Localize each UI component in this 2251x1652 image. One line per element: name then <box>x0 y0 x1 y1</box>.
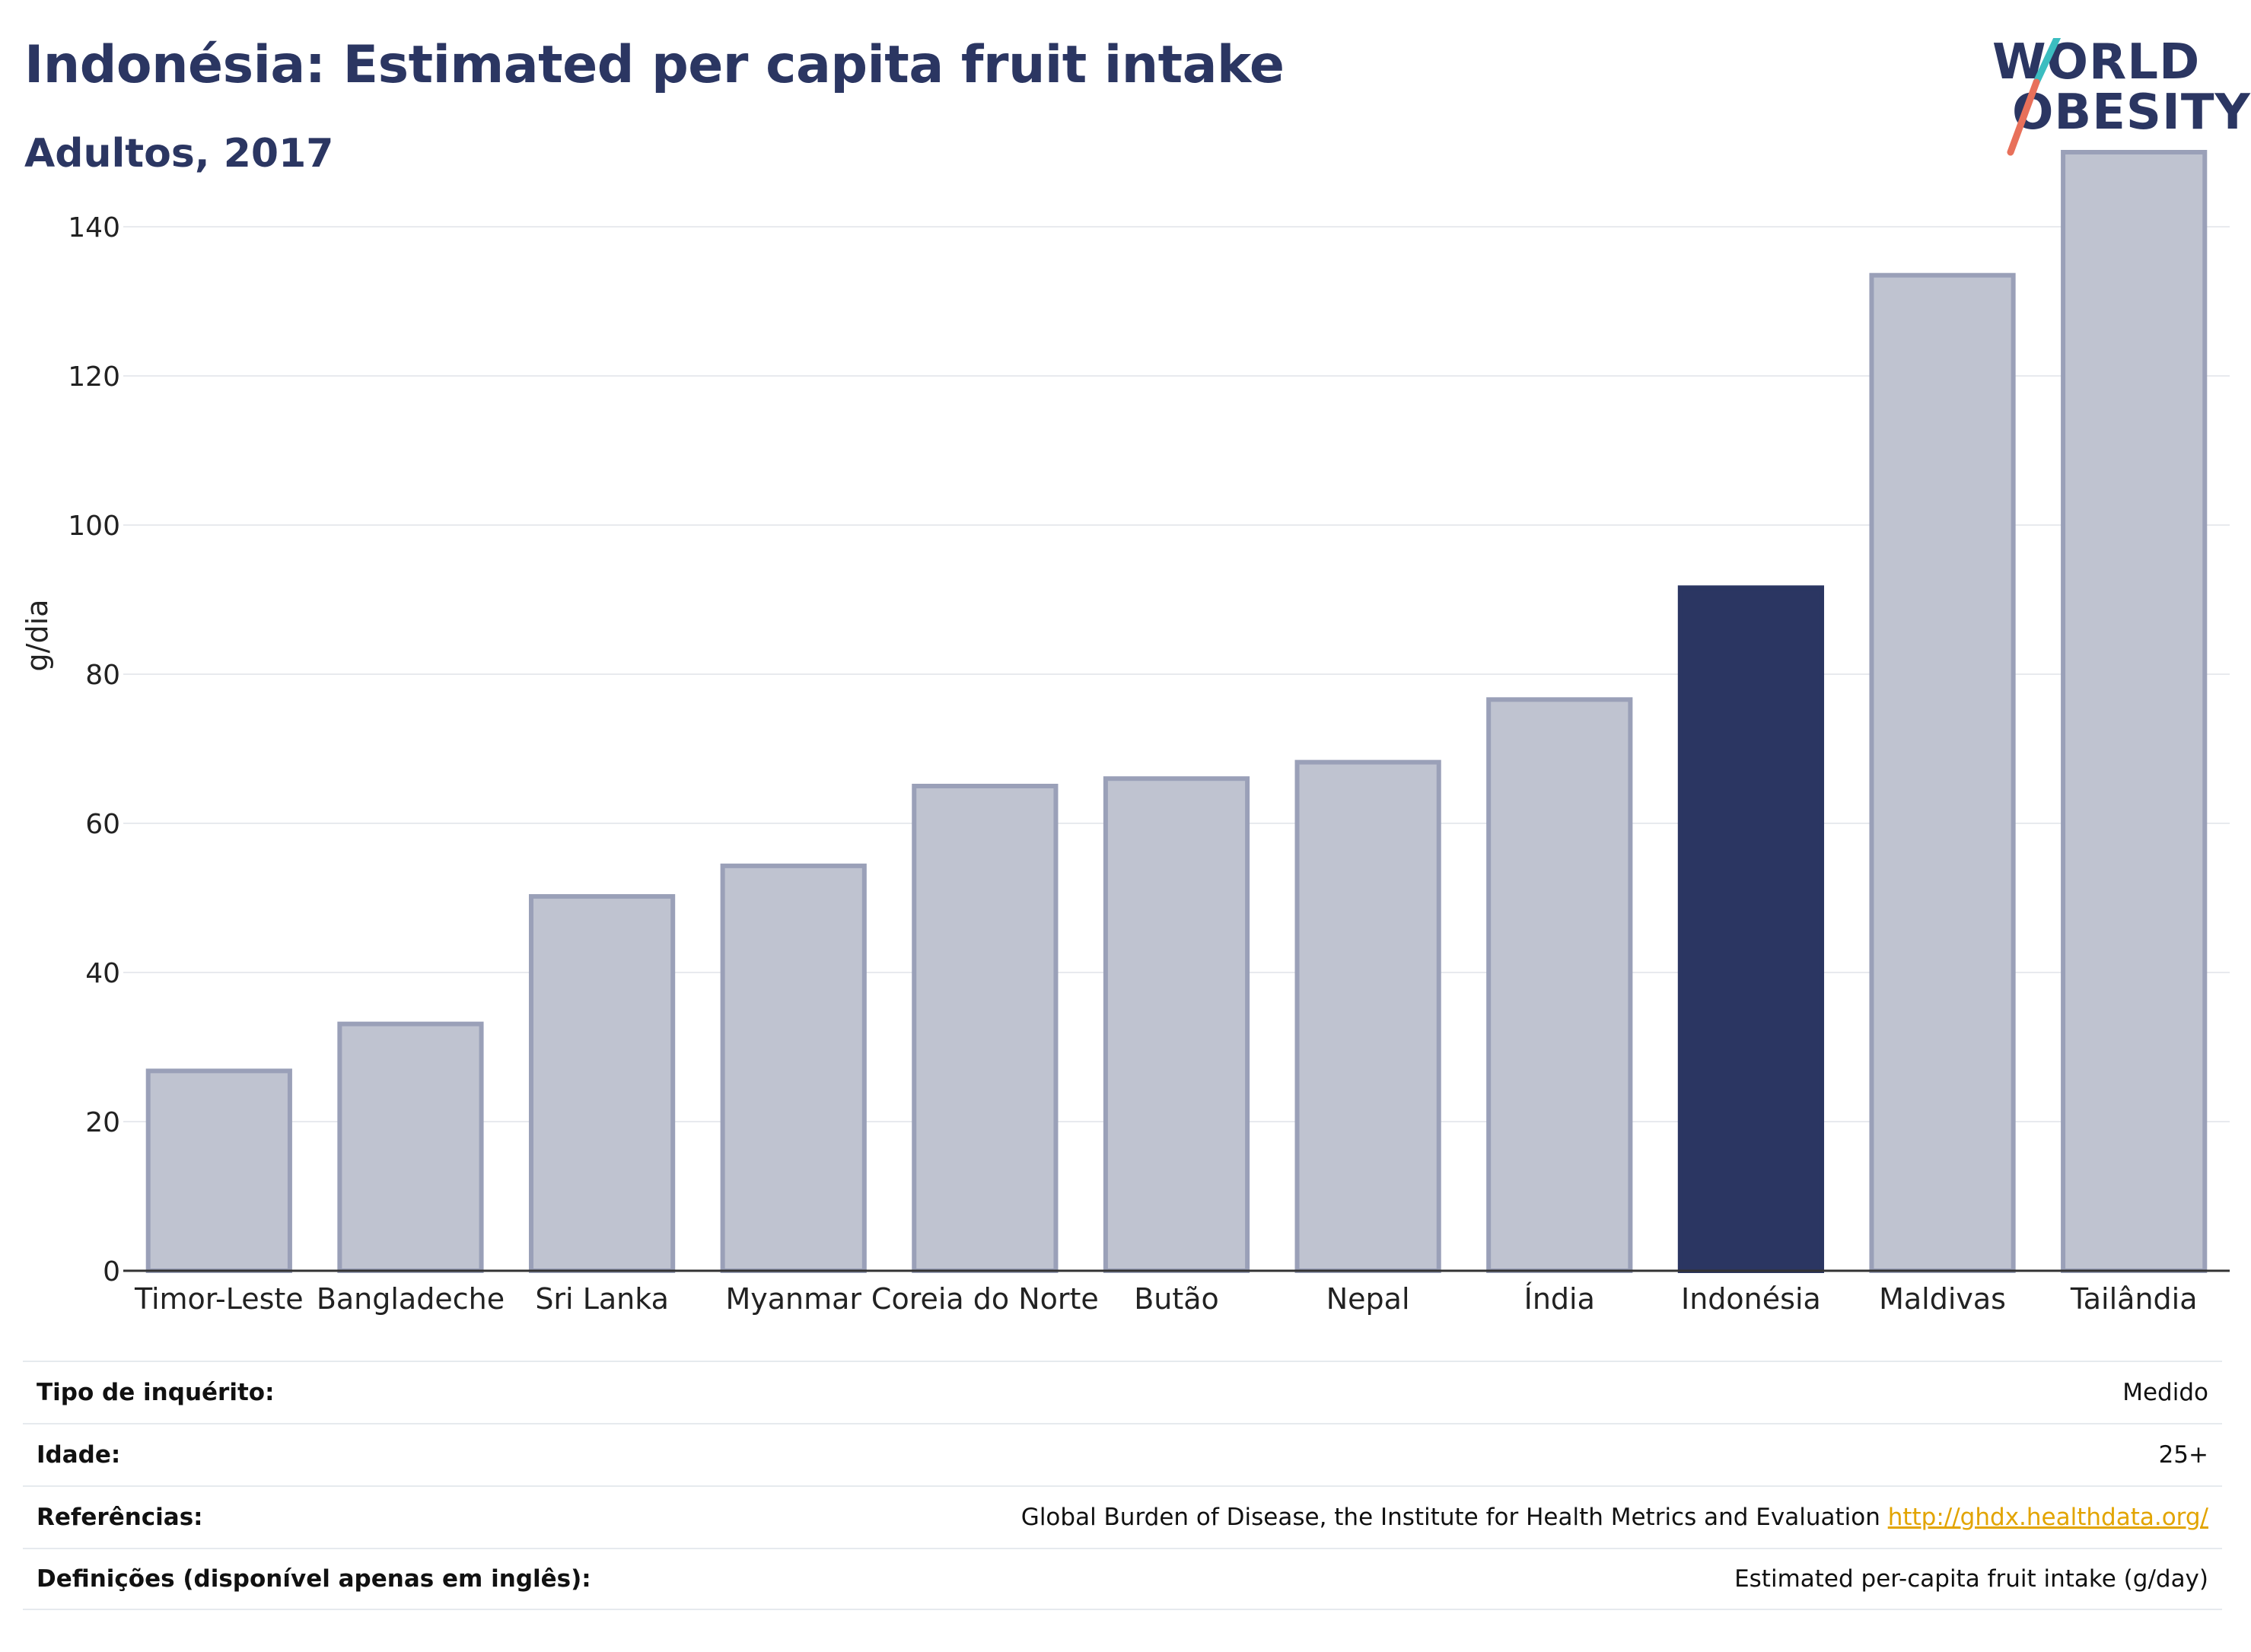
y-tick-label: 40 <box>85 958 120 989</box>
x-tick-label: Tailândia <box>2070 1282 2198 1316</box>
info-row: Idade: 25+ <box>23 1423 2222 1485</box>
bar-myanmar[interactable] <box>720 863 867 1273</box>
y-tick-label: 100 <box>68 511 120 542</box>
bar-coreia-do-norte[interactable] <box>912 784 1059 1273</box>
y-axis-title: g/dia <box>21 600 54 672</box>
bar-maldivas[interactable] <box>1869 272 2016 1274</box>
info-row: Tipo de inquérito: Medido <box>23 1361 2222 1423</box>
x-tick-label: Myanmar <box>725 1282 861 1316</box>
info-row: Referências: Global Burden of Disease, th… <box>23 1485 2222 1548</box>
info-label: Tipo de inquérito: <box>37 1379 275 1406</box>
y-tick-label: 80 <box>85 660 120 691</box>
info-label: Definições (disponível apenas em inglês)… <box>37 1565 591 1593</box>
x-tick-label: Sri Lanka <box>535 1282 669 1316</box>
bar-butão[interactable] <box>1103 776 1250 1273</box>
info-label: Idade: <box>37 1441 121 1469</box>
bar-indonésia[interactable] <box>1677 585 1825 1273</box>
bar-nepal[interactable] <box>1294 759 1441 1273</box>
x-tick-label: Indonésia <box>1681 1282 1821 1316</box>
y-axis-ticks: 0 20 40 60 80 100 120 140 <box>68 212 120 1288</box>
x-tick-label: Timor-Leste <box>134 1282 304 1316</box>
world-obesity-logo[interactable]: WORLD OBESITY <box>1986 34 2250 160</box>
y-tick-label: 60 <box>85 809 120 840</box>
info-value: Estimated per-capita fruit intake (g/day… <box>1734 1565 2208 1593</box>
y-tick-label: 140 <box>68 212 120 244</box>
y-tick-label: 120 <box>68 361 120 393</box>
info-value-text: Medido <box>2122 1379 2208 1406</box>
x-tick-label: Índia <box>1524 1282 1595 1316</box>
x-tick-label: Butão <box>1134 1282 1219 1316</box>
y-tick-label: 20 <box>85 1107 120 1138</box>
y-tick-label: 0 <box>103 1256 120 1288</box>
info-row: Definições (disponível apenas em inglês)… <box>23 1548 2222 1610</box>
info-value-text: Estimated per-capita fruit intake (g/day… <box>1734 1565 2208 1593</box>
x-tick-label: Bangladeche <box>317 1282 505 1316</box>
info-value-text: 25+ <box>2158 1441 2208 1469</box>
x-tick-label: Maldivas <box>1879 1282 2006 1316</box>
logo-text-obesity: OBESITY <box>2012 84 2251 141</box>
chart-title: Indonésia: Estimated per capita fruit in… <box>24 35 1285 95</box>
logo-text-world: WORLD <box>1992 34 2201 91</box>
logo-slash-icon <box>2007 38 2062 156</box>
reference-link[interactable]: http://ghdx.healthdata.org/ <box>1887 1504 2208 1531</box>
info-value: Global Burden of Disease, the Institute … <box>1021 1504 2208 1531</box>
bar-chart: 0 20 40 60 80 100 120 140 Timor-Leste Bangladech… <box>21 150 2230 1316</box>
info-value: Medido <box>2122 1379 2208 1406</box>
info-value-text: Global Burden of Disease, the Institute … <box>1020 1504 1880 1531</box>
bar-bangladeche[interactable] <box>337 1021 484 1273</box>
bar-timor-leste[interactable] <box>145 1068 292 1273</box>
bar-tailândia[interactable] <box>2061 150 2208 1273</box>
x-axis-labels: Timor-Leste Bangladeche Sri Lanka Myanmar Co… <box>134 1282 2198 1316</box>
info-table: Tipo de inquérito: Medido Idade: 25+ Referên… <box>23 1361 2222 1610</box>
bar-sri-lanka[interactable] <box>528 894 676 1274</box>
info-label: Referências: <box>37 1504 203 1531</box>
bars <box>145 150 2208 1274</box>
bar-índia[interactable] <box>1486 697 1633 1273</box>
x-tick-label: Coreia do Norte <box>871 1282 1099 1316</box>
info-value: 25+ <box>2159 1441 2208 1469</box>
x-tick-label: Nepal <box>1326 1282 1410 1316</box>
chart-subtitle: Adultos, 2017 <box>24 131 334 177</box>
